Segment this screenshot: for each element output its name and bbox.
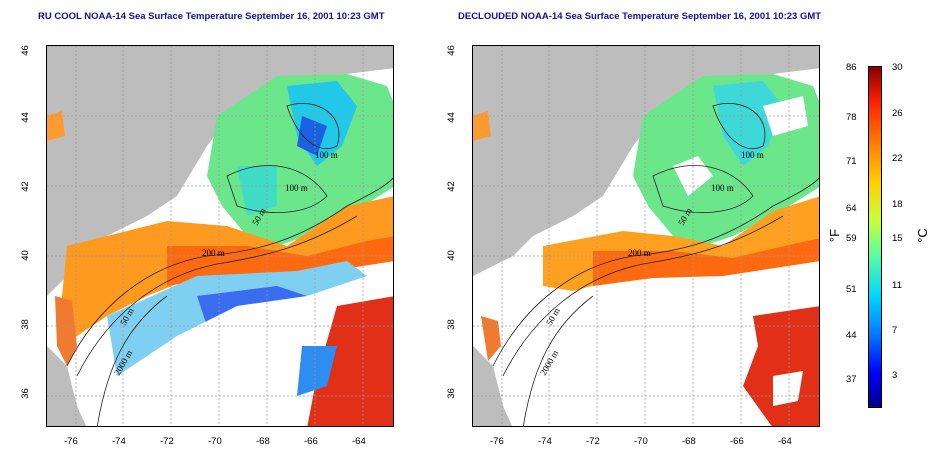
y-tick-label: 46 [19, 45, 31, 56]
x-tick-label: -64 [778, 436, 792, 447]
contour-label: 50 m [544, 306, 562, 327]
celsius-tick: 22 [892, 153, 903, 164]
temperature-colorbar [868, 66, 882, 408]
x-tick-label: -66 [730, 436, 744, 447]
fahrenheit-tick: 86 [846, 62, 857, 73]
fahrenheit-tick: 78 [846, 112, 857, 123]
x-tick-label: -74 [112, 436, 126, 447]
x-tick-label: -64 [352, 436, 366, 447]
y-tick-label: 42 [445, 181, 457, 192]
fahrenheit-tick: 44 [846, 330, 857, 341]
fahrenheit-tick: 59 [846, 233, 857, 244]
x-tick-label: -74 [538, 436, 552, 447]
x-tick-label: -66 [304, 436, 318, 447]
x-tick-label: -76 [64, 436, 78, 447]
contour-label: 100 m [741, 150, 764, 160]
contour-label: 200 m [628, 248, 651, 258]
celsius-unit-label: °C [914, 228, 930, 243]
contour-label: 100 m [285, 183, 308, 193]
contour-label: 200 m [202, 248, 225, 258]
right-sst-map: 100 m 100 m 50 m 200 m 50 m 2000 m [472, 45, 820, 427]
celsius-tick: 18 [892, 199, 903, 210]
y-tick-label: 38 [445, 319, 457, 330]
celsius-tick: 26 [892, 108, 903, 119]
contour-label: 100 m [711, 183, 734, 193]
y-tick-label: 44 [19, 112, 31, 123]
x-tick-label: -68 [256, 436, 270, 447]
celsius-tick: 3 [892, 370, 898, 381]
y-tick-label: 44 [445, 112, 457, 123]
fahrenheit-tick: 51 [846, 284, 857, 295]
y-tick-label: 40 [19, 250, 31, 261]
x-tick-label: -72 [160, 436, 174, 447]
celsius-tick: 11 [892, 280, 902, 291]
celsius-tick: 30 [892, 62, 903, 73]
y-tick-label: 46 [445, 45, 457, 56]
y-tick-label: 40 [445, 250, 457, 261]
y-tick-label: 36 [445, 388, 457, 399]
y-tick-label: 36 [19, 388, 31, 399]
fahrenheit-tick: 37 [846, 374, 857, 385]
x-tick-label: -70 [634, 436, 648, 447]
left-panel-title: RU COOL NOAA-14 Sea Surface Temperature … [38, 11, 385, 22]
x-tick-label: -68 [682, 436, 696, 447]
y-tick-label: 42 [19, 181, 31, 192]
x-tick-label: -76 [490, 436, 504, 447]
fahrenheit-unit-label: °F [827, 228, 843, 243]
left-sst-map: 100 m 100 m 50 m 200 m 50 m 2000 m [46, 45, 394, 427]
celsius-tick: 7 [892, 325, 898, 336]
x-tick-label: -70 [208, 436, 222, 447]
fahrenheit-tick: 71 [846, 156, 857, 167]
fahrenheit-tick: 64 [846, 203, 857, 214]
x-tick-label: -72 [586, 436, 600, 447]
celsius-tick: 15 [892, 233, 903, 244]
contour-label: 100 m [315, 150, 338, 160]
y-tick-label: 38 [19, 319, 31, 330]
contour-label: 2000 m [538, 348, 560, 377]
right-panel-title: DECLOUDED NOAA-14 Sea Surface Temperatur… [458, 11, 822, 22]
